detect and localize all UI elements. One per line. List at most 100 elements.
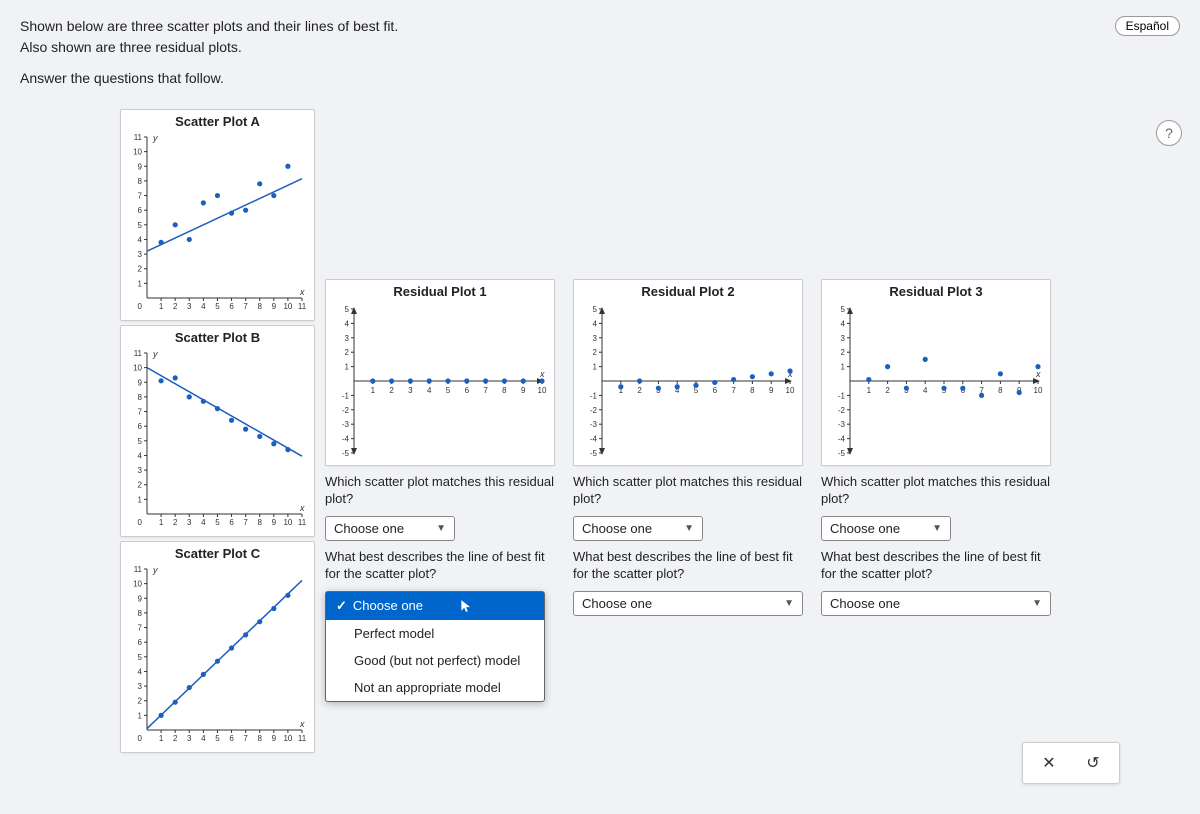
svg-text:7: 7 bbox=[483, 386, 488, 395]
svg-text:6: 6 bbox=[229, 302, 234, 311]
cursor-icon bbox=[459, 599, 473, 613]
svg-text:4: 4 bbox=[201, 518, 206, 527]
describe-select-3-label: Choose one bbox=[830, 596, 900, 611]
svg-text:-3: -3 bbox=[838, 420, 846, 429]
svg-text:8: 8 bbox=[258, 734, 263, 743]
describe-select-2[interactable]: Choose one ▼ bbox=[573, 591, 803, 616]
svg-text:-3: -3 bbox=[590, 420, 598, 429]
svg-text:8: 8 bbox=[138, 177, 143, 186]
reset-button[interactable]: ↺ bbox=[1081, 751, 1105, 775]
svg-text:4: 4 bbox=[427, 386, 432, 395]
svg-text:7: 7 bbox=[138, 408, 143, 417]
svg-text:8: 8 bbox=[138, 393, 143, 402]
svg-text:8: 8 bbox=[502, 386, 507, 395]
scatter-column: Scatter Plot A 1122334455667788991010111… bbox=[120, 109, 315, 753]
svg-text:-1: -1 bbox=[838, 391, 846, 400]
svg-text:9: 9 bbox=[272, 302, 277, 311]
residual-plot-2: -5-4-3-2-11234512345678910x bbox=[578, 301, 798, 461]
svg-text:5: 5 bbox=[138, 437, 143, 446]
svg-text:-4: -4 bbox=[590, 435, 598, 444]
svg-text:1: 1 bbox=[371, 386, 376, 395]
svg-text:1: 1 bbox=[159, 734, 164, 743]
dropdown-option-1[interactable]: Good (but not perfect) model bbox=[326, 647, 544, 674]
match-select-3-label: Choose one bbox=[830, 521, 900, 536]
svg-text:-5: -5 bbox=[342, 449, 350, 458]
svg-text:4: 4 bbox=[138, 667, 143, 676]
svg-text:11: 11 bbox=[134, 133, 143, 142]
svg-text:9: 9 bbox=[138, 378, 143, 387]
svg-text:y: y bbox=[152, 133, 158, 143]
chevron-down-icon: ▼ bbox=[1032, 598, 1042, 609]
svg-text:8: 8 bbox=[750, 386, 755, 395]
svg-text:5: 5 bbox=[215, 302, 220, 311]
svg-text:x: x bbox=[299, 719, 305, 729]
svg-text:3: 3 bbox=[187, 518, 192, 527]
match-select-3[interactable]: Choose one ▼ bbox=[821, 516, 951, 541]
svg-text:7: 7 bbox=[138, 624, 143, 633]
match-select-1[interactable]: Choose one ▼ bbox=[325, 516, 455, 541]
svg-text:4: 4 bbox=[138, 235, 143, 244]
svg-text:11: 11 bbox=[298, 518, 307, 527]
match-question-2: Which scatter plot matches this residual… bbox=[573, 474, 803, 508]
svg-text:10: 10 bbox=[283, 302, 292, 311]
svg-text:-2: -2 bbox=[342, 406, 350, 415]
svg-text:2: 2 bbox=[593, 348, 598, 357]
svg-text:2: 2 bbox=[841, 348, 846, 357]
svg-text:4: 4 bbox=[345, 319, 350, 328]
svg-text:7: 7 bbox=[243, 734, 248, 743]
describe-select-3[interactable]: Choose one ▼ bbox=[821, 591, 1051, 616]
dropdown-option-0[interactable]: Perfect model bbox=[326, 620, 544, 647]
residual-2-title: Residual Plot 2 bbox=[578, 284, 798, 299]
residual-plot-3-box: Residual Plot 3 -5-4-3-2-112345123456789… bbox=[821, 279, 1051, 466]
svg-text:3: 3 bbox=[841, 334, 846, 343]
svg-text:4: 4 bbox=[201, 734, 206, 743]
content-area: Scatter Plot A 1122334455667788991010111… bbox=[20, 109, 1180, 753]
instructions: Shown below are three scatter plots and … bbox=[20, 16, 398, 89]
svg-text:2: 2 bbox=[637, 386, 642, 395]
svg-text:-1: -1 bbox=[342, 391, 350, 400]
instruction-line-2: Also shown are three residual plots. bbox=[20, 37, 398, 58]
svg-text:x: x bbox=[539, 369, 545, 379]
svg-text:1: 1 bbox=[867, 386, 872, 395]
chevron-down-icon: ▼ bbox=[932, 523, 942, 534]
svg-text:2: 2 bbox=[173, 734, 178, 743]
dropdown-option-2[interactable]: Not an appropriate model bbox=[326, 674, 544, 701]
match-select-2[interactable]: Choose one ▼ bbox=[573, 516, 703, 541]
svg-text:3: 3 bbox=[345, 334, 350, 343]
svg-text:7: 7 bbox=[731, 386, 736, 395]
svg-text:6: 6 bbox=[465, 386, 470, 395]
svg-text:10: 10 bbox=[133, 364, 142, 373]
svg-text:2: 2 bbox=[138, 481, 143, 490]
residual-plot-3: -5-4-3-2-11234512345678910x bbox=[826, 301, 1046, 461]
svg-text:x: x bbox=[299, 503, 305, 513]
describe-question-1: What best describes the line of best fit… bbox=[325, 549, 555, 583]
svg-text:1: 1 bbox=[593, 363, 598, 372]
svg-text:1: 1 bbox=[841, 363, 846, 372]
scatter-c-title: Scatter Plot C bbox=[125, 546, 310, 561]
describe-question-2: What best describes the line of best fit… bbox=[573, 549, 803, 583]
residual-plot-1-box: Residual Plot 1 -5-4-3-2-112345123456789… bbox=[325, 279, 555, 466]
scatter-plot-c: 112233445566778899101011110yx bbox=[125, 563, 310, 748]
svg-text:4: 4 bbox=[593, 319, 598, 328]
svg-text:9: 9 bbox=[521, 386, 526, 395]
svg-text:5: 5 bbox=[841, 305, 846, 314]
scatter-b-title: Scatter Plot B bbox=[125, 330, 310, 345]
help-button[interactable]: ? bbox=[1156, 120, 1182, 146]
espanol-button[interactable]: Español bbox=[1115, 16, 1180, 36]
svg-text:0: 0 bbox=[138, 518, 143, 527]
svg-text:9: 9 bbox=[769, 386, 774, 395]
dropdown-selected-label: Choose one bbox=[353, 598, 423, 613]
match-select-2-label: Choose one bbox=[582, 521, 652, 536]
svg-text:6: 6 bbox=[229, 734, 234, 743]
svg-text:5: 5 bbox=[138, 221, 143, 230]
svg-text:6: 6 bbox=[138, 638, 143, 647]
svg-text:1: 1 bbox=[159, 302, 164, 311]
svg-text:5: 5 bbox=[446, 386, 451, 395]
svg-text:10: 10 bbox=[1034, 386, 1043, 395]
residual-col-3: Residual Plot 3 -5-4-3-2-112345123456789… bbox=[821, 279, 1051, 753]
svg-text:-4: -4 bbox=[838, 435, 846, 444]
dropdown-header[interactable]: ✓ Choose one bbox=[326, 592, 544, 620]
svg-text:9: 9 bbox=[272, 518, 277, 527]
close-button[interactable]: ✕ bbox=[1037, 751, 1061, 775]
svg-text:4: 4 bbox=[841, 319, 846, 328]
